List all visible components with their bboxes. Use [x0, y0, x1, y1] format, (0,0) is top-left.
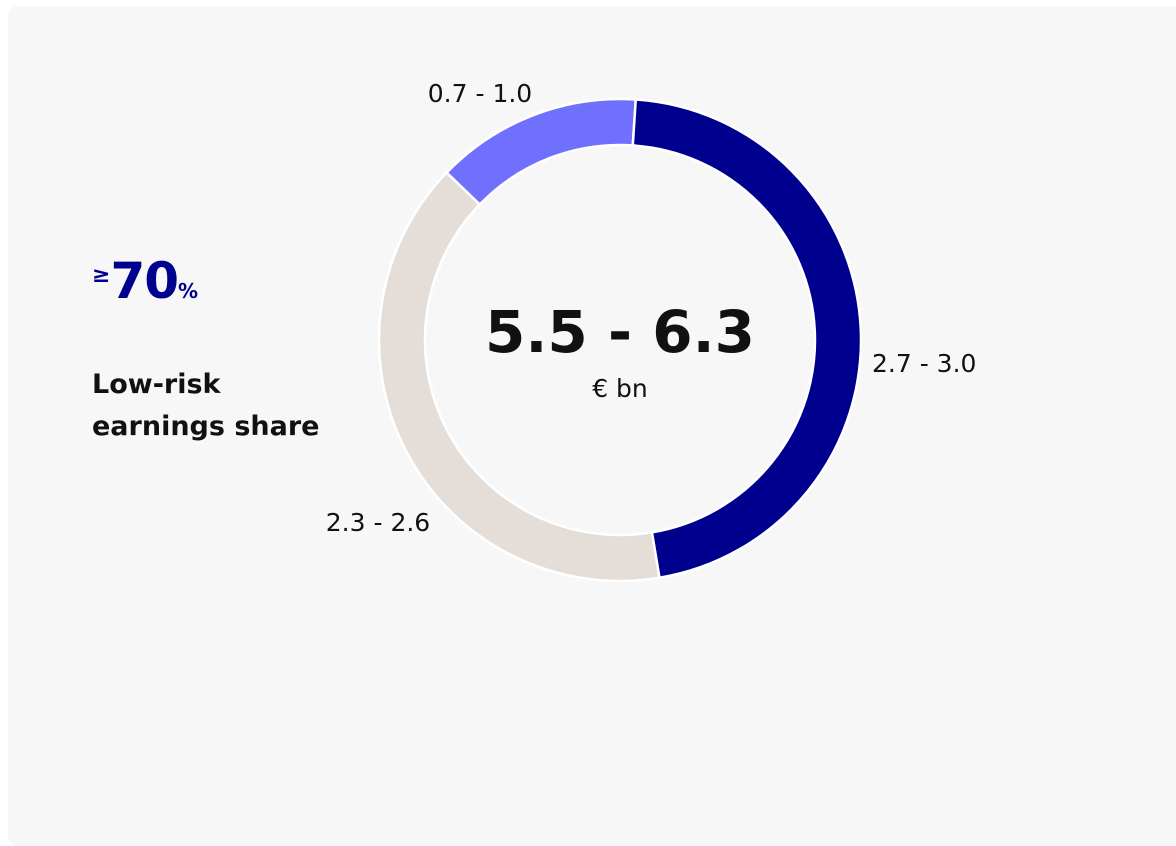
- stat-suffix: %: [178, 279, 199, 303]
- stat-label: Low-risk earnings share: [92, 369, 320, 442]
- stat-prefix: ≥: [92, 263, 111, 288]
- stat-value: 70: [110, 252, 179, 310]
- segment-label: 2.3 - 2.6: [326, 508, 430, 537]
- center-unit: € bn: [592, 374, 648, 403]
- segment-label: 0.7 - 1.0: [428, 79, 532, 108]
- segment-label: 2.7 - 3.0: [872, 349, 976, 378]
- donut-segment: [444, 97, 638, 207]
- donut-segment: [377, 170, 661, 583]
- center-total: 5.5 - 6.3: [485, 298, 755, 366]
- donut-segment: [631, 98, 863, 580]
- stat: ≥70%: [92, 252, 198, 310]
